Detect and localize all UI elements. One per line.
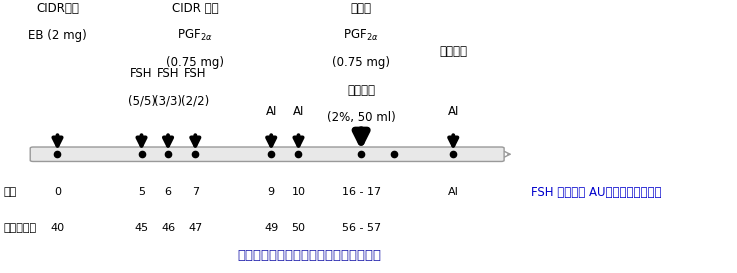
Text: FSH: FSH: [130, 67, 153, 80]
Text: (5/5): (5/5): [128, 94, 156, 108]
Text: (2%, 50 ml): (2%, 50 ml): [326, 111, 396, 124]
Text: 40: 40: [50, 223, 65, 233]
Text: AI: AI: [448, 188, 458, 197]
Text: PGF$_{2\alpha}$: PGF$_{2\alpha}$: [178, 28, 213, 43]
Text: 50: 50: [292, 223, 305, 233]
Text: CIDR 抜去: CIDR 抜去: [172, 2, 219, 15]
Text: FSH: FSH: [157, 67, 179, 80]
Text: 9: 9: [268, 188, 275, 197]
Text: 0: 0: [54, 188, 61, 197]
Text: CIDR挿入: CIDR挿入: [36, 2, 79, 15]
Text: 56 - 57: 56 - 57: [341, 223, 381, 233]
Text: FSH: FSH: [184, 67, 206, 80]
Text: (0.75 mg): (0.75 mg): [332, 56, 390, 69]
Text: 分娩後日数: 分娩後日数: [4, 223, 37, 233]
Text: FSH 投与量は AU（アーマー単位）: FSH 投与量は AU（アーマー単位）: [531, 186, 661, 199]
Text: (2/2): (2/2): [181, 94, 209, 108]
Text: 47: 47: [188, 223, 203, 233]
Text: (3/3): (3/3): [154, 94, 182, 108]
Text: 胚回収: 胚回収: [351, 2, 371, 15]
Text: 6: 6: [164, 188, 172, 197]
Text: 46: 46: [161, 223, 175, 233]
Text: 10: 10: [292, 188, 305, 197]
Text: 日数: 日数: [4, 188, 17, 197]
Text: 図１　過剰排卵処置・胚回収プロトコル: 図１ 過剰排卵処置・胚回収プロトコル: [237, 249, 382, 262]
Text: PGF$_{2\alpha}$: PGF$_{2\alpha}$: [343, 28, 379, 43]
Text: AI: AI: [265, 105, 277, 118]
Text: AI: AI: [293, 105, 304, 118]
Text: AI: AI: [447, 105, 459, 118]
Text: (0.75 mg): (0.75 mg): [167, 56, 224, 69]
Text: 5: 5: [138, 188, 145, 197]
Text: 16 - 17: 16 - 17: [341, 188, 381, 197]
Text: 45: 45: [134, 223, 149, 233]
FancyBboxPatch shape: [30, 147, 504, 162]
Text: 発情回帰: 発情回帰: [439, 45, 467, 58]
Text: 7: 7: [192, 188, 199, 197]
Text: EB (2 mg): EB (2 mg): [28, 29, 87, 42]
Text: イソジン: イソジン: [347, 84, 375, 97]
Text: 49: 49: [264, 223, 279, 233]
